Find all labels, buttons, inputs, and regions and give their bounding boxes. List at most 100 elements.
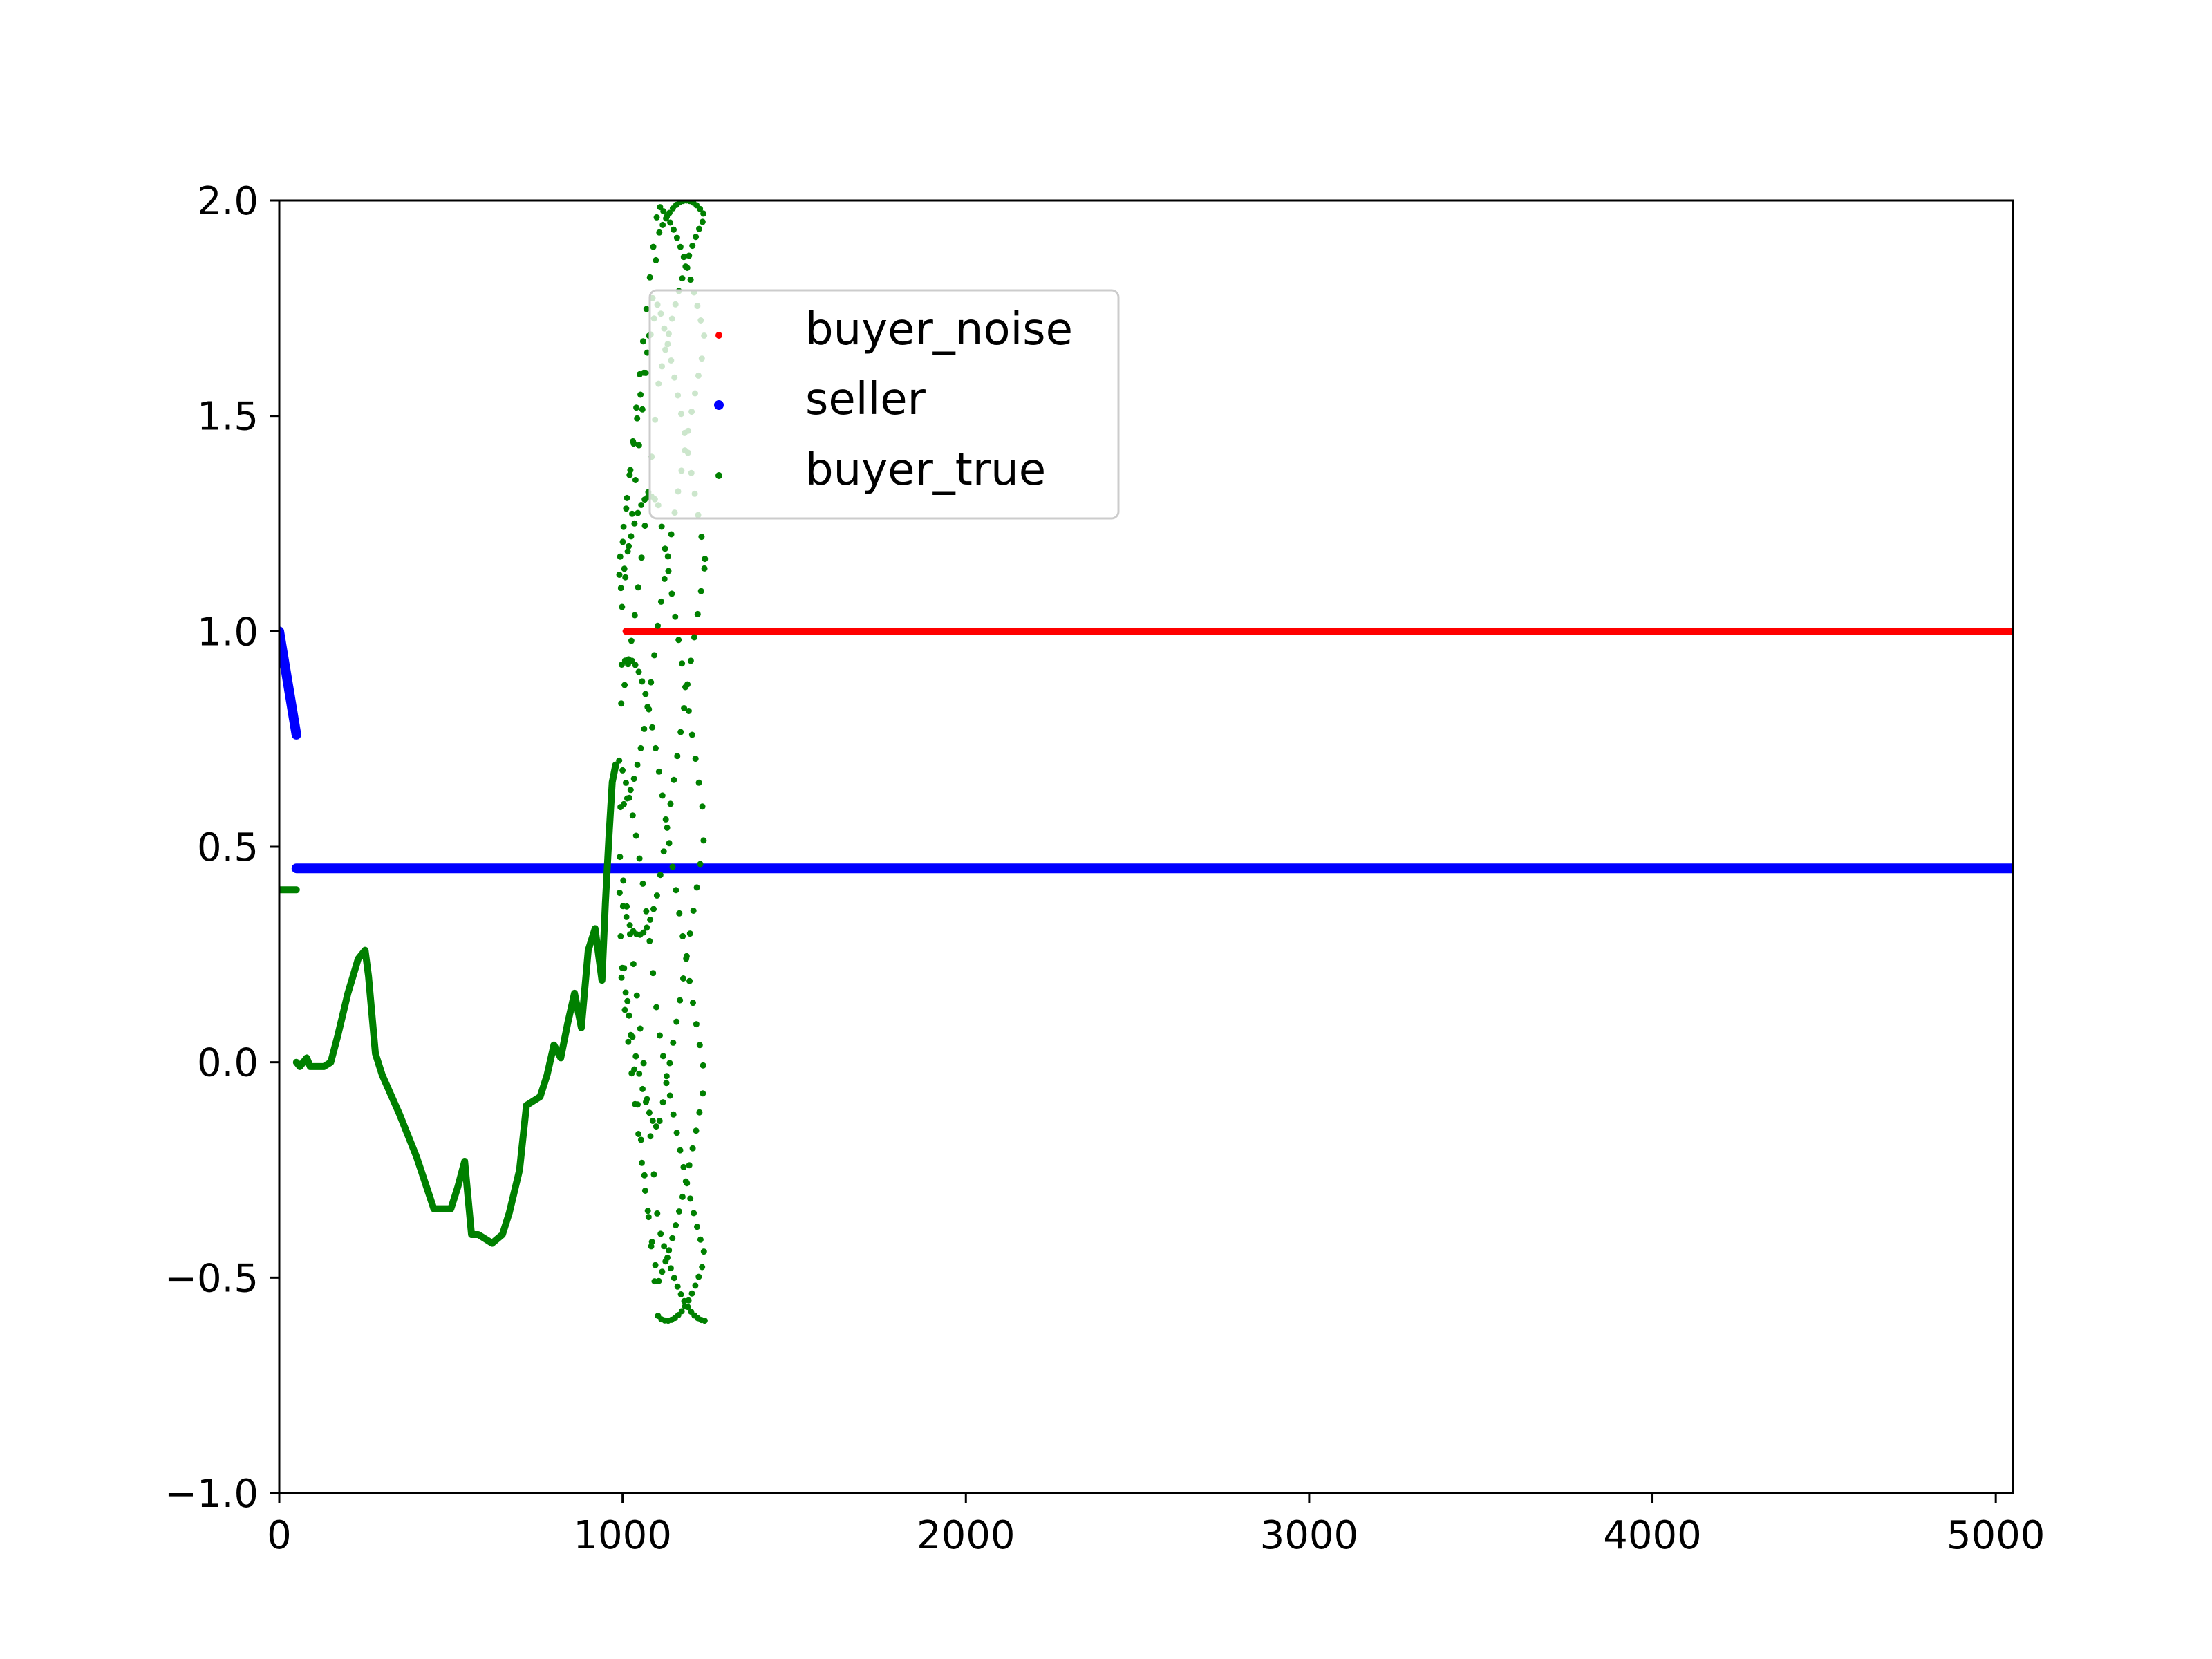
scatter-point (655, 768, 662, 775)
scatter-point (688, 731, 695, 738)
scatter-point (617, 933, 624, 939)
y-tick-label: 2.0 (197, 179, 259, 224)
scatter-point (664, 824, 671, 831)
scatter-point (673, 887, 679, 894)
scatter-point (673, 234, 680, 241)
scatter-point (653, 1004, 660, 1011)
scatter-point (637, 1136, 644, 1143)
scatter-point (686, 252, 693, 259)
scatter-point (629, 812, 636, 819)
scatter-point (634, 761, 641, 768)
scatter-point (700, 1248, 707, 1255)
legend: buyer_noise seller buyer_true (648, 289, 1120, 520)
scatter-point (619, 538, 626, 545)
scatter-point (694, 610, 701, 617)
scatter-point (686, 1162, 693, 1169)
scatter-point (686, 977, 693, 984)
scatter-point (639, 406, 646, 413)
scatter-point (635, 584, 641, 591)
scatter-point (620, 877, 627, 884)
scatter-point (641, 725, 648, 732)
scatter-point (664, 553, 671, 560)
scatter-point (627, 467, 634, 474)
scatter-point (623, 779, 629, 786)
scatter-point (695, 1273, 702, 1280)
scatter-point (626, 471, 633, 478)
scatter-point (693, 234, 700, 241)
scatter-point (645, 1214, 652, 1221)
scatter-point (632, 662, 639, 668)
scatter-point (634, 415, 641, 422)
scatter-point (617, 585, 624, 592)
scatter-point (671, 776, 677, 783)
scatter-point (625, 1038, 632, 1045)
scatter-point (642, 691, 649, 697)
scatter-point (666, 1060, 673, 1067)
scatter-point (690, 908, 697, 914)
scatter-point (657, 598, 664, 605)
scatter-point (693, 884, 700, 891)
y-tick-label: 1.0 (197, 610, 259, 655)
scatter-point (699, 803, 706, 810)
scatter-point (696, 225, 702, 232)
scatter-point (671, 1275, 677, 1282)
scatter-point (677, 1147, 684, 1154)
scatter-point (650, 906, 657, 912)
scatter-point (661, 575, 668, 582)
scatter-point (657, 204, 664, 211)
scatter-point (628, 657, 635, 664)
scatter-point (660, 208, 667, 215)
scatter-point (631, 612, 638, 619)
scatter-point (679, 275, 686, 282)
scatter-point (666, 209, 673, 216)
scatter-point (655, 1277, 662, 1284)
scatter-point (702, 556, 709, 563)
scatter-point (650, 243, 657, 250)
scatter-point (680, 254, 687, 261)
scatter-point (628, 637, 635, 644)
scatter-point (692, 1282, 699, 1289)
scatter-point (624, 494, 630, 501)
scatter-point (667, 1265, 674, 1272)
scatter-point (635, 1101, 641, 1108)
scatter-point (636, 855, 643, 862)
scatter-point (668, 590, 675, 597)
scatter-point (692, 756, 699, 762)
scatter-point (629, 510, 635, 517)
scatter-point (639, 1159, 645, 1166)
scatter-point (697, 1236, 704, 1243)
scatter-point (695, 779, 702, 786)
y-tick-label: −0.5 (165, 1256, 259, 1301)
scatter-point (630, 961, 637, 968)
series-seller-segment-0 (279, 626, 301, 740)
scatter-point (622, 989, 629, 996)
legend-marker-seller (714, 400, 724, 410)
scatter-point (637, 1025, 644, 1032)
scatter-point (672, 613, 679, 620)
scatter-point (689, 243, 696, 250)
scatter-point (644, 1208, 651, 1215)
scatter-point (621, 965, 628, 972)
scatter-point (675, 637, 682, 644)
scatter-point (646, 1109, 653, 1116)
scatter-point (680, 1163, 687, 1170)
scatter-point (633, 992, 640, 999)
scatter-point (630, 776, 637, 782)
scatter-point (664, 1254, 671, 1261)
scatter-point (684, 1304, 691, 1311)
scatter-point (663, 1073, 670, 1080)
scatter-point (631, 1066, 638, 1073)
scatter-point (632, 477, 639, 483)
scatter-point (624, 548, 631, 555)
scatter-point (684, 265, 691, 271)
y-axis: −1.0 −0.5 0.0 0.5 1.0 1.5 2.0 (165, 179, 279, 1517)
scatter-point (638, 502, 645, 508)
series-buyer-true-segment-1 (292, 761, 619, 1247)
scatter-point (696, 1042, 703, 1049)
scatter-point (646, 274, 653, 281)
scatter-point (685, 1297, 692, 1304)
scatter-point (669, 1235, 676, 1241)
scatter-point (639, 678, 646, 685)
